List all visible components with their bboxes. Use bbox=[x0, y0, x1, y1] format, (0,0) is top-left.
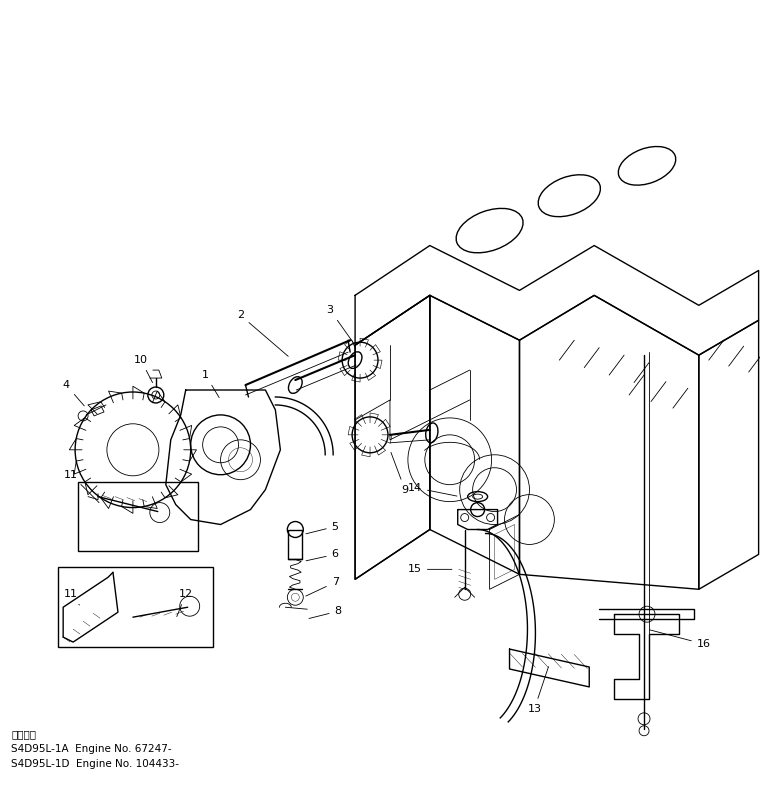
Text: 7: 7 bbox=[306, 578, 339, 596]
Text: 12: 12 bbox=[177, 589, 193, 616]
Text: 14: 14 bbox=[408, 482, 457, 496]
Bar bbox=[78, 482, 198, 552]
Text: 8: 8 bbox=[309, 606, 342, 619]
Text: S4D95L-1D  Engine No. 104433-: S4D95L-1D Engine No. 104433- bbox=[11, 759, 180, 769]
Text: 3: 3 bbox=[326, 305, 353, 343]
Bar bbox=[58, 567, 212, 647]
Text: 4: 4 bbox=[62, 380, 84, 406]
Text: 適用号表: 適用号表 bbox=[11, 729, 37, 739]
Text: 11: 11 bbox=[64, 470, 99, 503]
Text: 6: 6 bbox=[306, 549, 339, 561]
Text: 11: 11 bbox=[64, 589, 79, 605]
Text: 13: 13 bbox=[527, 667, 549, 714]
Text: S4D95L-1A  Engine No. 67247-: S4D95L-1A Engine No. 67247- bbox=[11, 744, 172, 754]
Text: 9: 9 bbox=[391, 453, 409, 495]
Bar bbox=[288, 530, 302, 560]
Text: 10: 10 bbox=[134, 355, 152, 382]
Text: 2: 2 bbox=[237, 310, 288, 357]
Text: 1: 1 bbox=[202, 370, 219, 397]
Text: 5: 5 bbox=[306, 522, 339, 534]
Text: 16: 16 bbox=[650, 630, 711, 649]
Text: 15: 15 bbox=[408, 564, 452, 575]
